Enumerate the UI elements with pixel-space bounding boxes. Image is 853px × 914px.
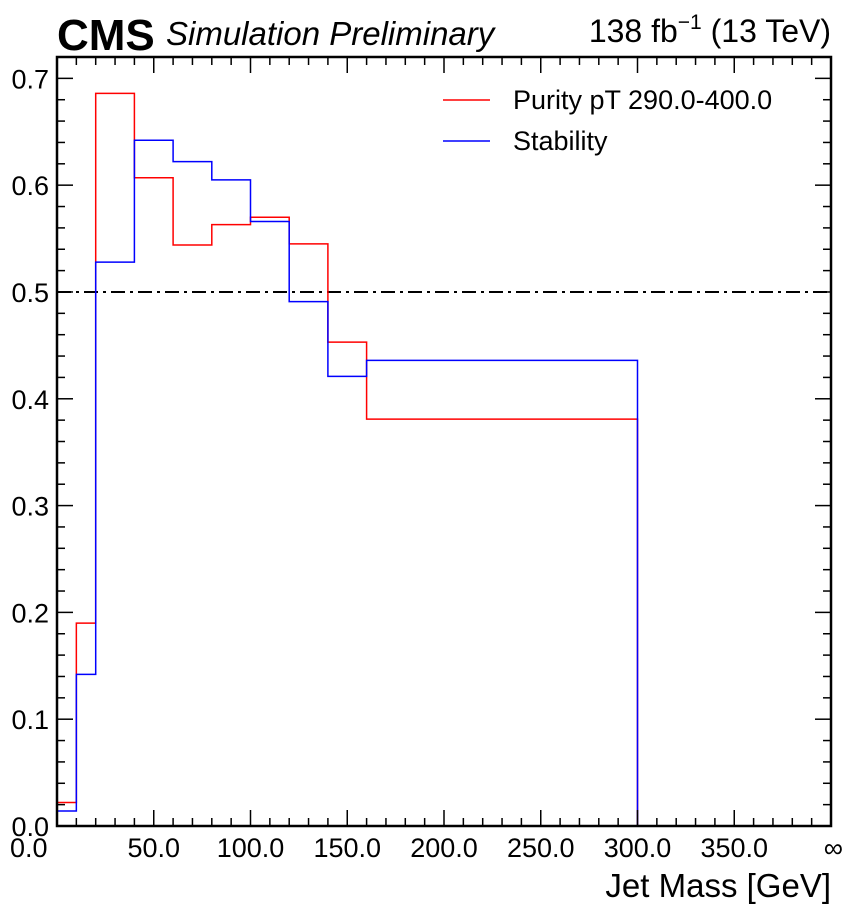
x-tick-label: 150.0 bbox=[313, 833, 381, 863]
cms-label: CMS bbox=[57, 11, 155, 60]
y-tick-label: 0.4 bbox=[11, 385, 49, 415]
plot-frame bbox=[55, 55, 833, 828]
x-tick-label: 0.0 bbox=[10, 833, 48, 863]
luminosity-label: 138 fb−1 (13 TeV) bbox=[589, 11, 831, 49]
x-tick-label: 200.0 bbox=[410, 833, 478, 863]
luminosity-value: 138 fb bbox=[589, 13, 678, 49]
y-tick-label: 0.0 bbox=[11, 812, 49, 842]
y-tick-label: 0.3 bbox=[11, 492, 49, 522]
legend: Purity pT 290.0-400.0 Stability bbox=[443, 85, 772, 156]
series-line-purity bbox=[56, 92, 831, 827]
y-tick-label: 0.5 bbox=[11, 278, 49, 308]
tick-labels: 0.0 0.1 0.2 0.3 0.4 0.5 0.6 0.7 0.0 50.0 100.0 150.… bbox=[10, 64, 843, 863]
x-tick-label: 50.0 bbox=[127, 833, 180, 863]
x-tick-label: 350.0 bbox=[700, 833, 768, 863]
x-tick-label: 300.0 bbox=[604, 833, 672, 863]
y-tick-label: 0.6 bbox=[11, 171, 49, 201]
luminosity-energy: (13 TeV) bbox=[702, 13, 831, 49]
series-line-stability bbox=[56, 139, 831, 827]
x-tick-label: 100.0 bbox=[217, 833, 285, 863]
luminosity-exponent: −1 bbox=[678, 11, 702, 34]
simulation-preliminary-label: Simulation Preliminary bbox=[166, 15, 497, 52]
ticks-layer bbox=[56, 56, 832, 827]
y-tick-label: 0.1 bbox=[11, 705, 49, 735]
x-axis-label: Jet Mass [GeV] bbox=[605, 867, 831, 904]
x-tick-label: 250.0 bbox=[507, 833, 575, 863]
legend-label-stability: Stability bbox=[513, 126, 608, 156]
y-tick-label: 0.2 bbox=[11, 598, 49, 628]
y-tick-label: 0.7 bbox=[11, 64, 49, 94]
x-tick-label: ∞ bbox=[824, 833, 843, 863]
plot-layer bbox=[56, 92, 831, 827]
legend-label-purity: Purity pT 290.0-400.0 bbox=[513, 85, 772, 115]
